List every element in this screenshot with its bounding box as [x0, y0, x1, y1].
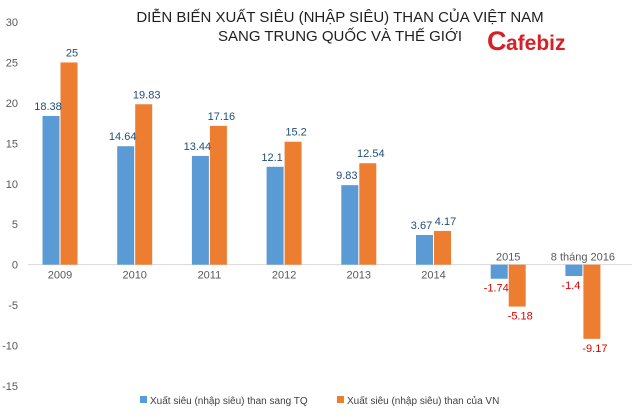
x-axis: 2009 2010 2011 2012 2013 2014 2015 8 tháng 2016	[48, 252, 615, 282]
logo-first-letter: C	[487, 26, 507, 56]
data-label: 3.67	[411, 220, 432, 232]
x-tick-label: 2009	[48, 270, 72, 282]
chart-title: DIỄN BIẾN XUẤT SIÊU (NHẬP SIÊU) THAN CỦA…	[136, 8, 543, 45]
data-label: 13.44	[184, 141, 212, 153]
x-tick-label: 2010	[122, 270, 146, 282]
legend-swatch	[337, 396, 344, 403]
data-label: -9.17	[582, 343, 607, 355]
x-tick-label: 8 tháng 2016	[551, 252, 615, 264]
legend-swatch	[140, 396, 147, 403]
y-tick-label: 25	[6, 57, 18, 69]
bar-vn	[434, 230, 451, 265]
bar-vn	[209, 125, 227, 265]
bar-vn	[60, 62, 78, 265]
data-label: 25	[66, 47, 78, 59]
chart-title-line: DIỄN BIẾN XUẤT SIÊU (NHẬP SIÊU) THAN CỦA…	[136, 8, 543, 26]
x-tick-label: 2013	[347, 270, 371, 282]
data-labels: 18.38 25 14.64 19.83 13.44 17.16 12.1 15.2 9.831…	[34, 47, 607, 354]
data-label: 18.38	[34, 101, 62, 113]
bar-tq	[416, 234, 433, 265]
y-tick-label: 0	[12, 260, 18, 272]
x-tick-label: 2011	[198, 270, 222, 282]
data-label: 4.17	[435, 216, 456, 228]
x-tick-label: 2012	[272, 270, 296, 282]
data-label: 9.83	[336, 170, 357, 182]
bar-vn	[359, 163, 377, 265]
bar-vn	[135, 104, 153, 265]
bars	[42, 62, 601, 339]
y-tick-label: 20	[6, 98, 18, 110]
y-axis: -15 -10 -5 0 5 10 15 20 25 30	[2, 17, 632, 393]
data-label: -5.18	[508, 311, 533, 323]
y-tick-label: -5	[8, 300, 18, 312]
y-tick-label: -10	[2, 341, 18, 353]
data-label: 14.64	[109, 131, 137, 143]
legend-entry: Xuất siêu (nhập siêu) than của VN	[347, 395, 499, 407]
data-label: 15.2	[285, 127, 306, 139]
y-tick-label: 10	[6, 179, 18, 191]
y-tick-label: 15	[6, 138, 18, 150]
y-tick-label: 30	[6, 17, 18, 29]
y-tick-label: -15	[2, 381, 18, 393]
bar-tq	[266, 166, 284, 265]
data-label: 17.16	[208, 111, 236, 123]
bar-tq	[565, 264, 583, 276]
bar-tq	[117, 146, 135, 265]
data-label: -1.4	[561, 280, 580, 292]
y-tick-label: 5	[12, 219, 18, 231]
data-label: -1.74	[484, 283, 509, 295]
bar-tq	[191, 155, 209, 265]
x-tick-label: 2014	[421, 270, 445, 282]
x-tick-label: 2015	[496, 252, 520, 264]
data-label: 12.54	[357, 148, 385, 160]
chart-title-line: SANG TRUNG QUỐC VÀ THẾ GIỚI	[218, 27, 462, 45]
bar-tq	[42, 115, 60, 265]
bar-vn	[583, 264, 601, 339]
bar-tq	[490, 264, 508, 279]
logo-text: afebiz	[506, 32, 566, 55]
bar-vn	[284, 141, 302, 265]
data-label: 19.83	[133, 89, 161, 101]
legend: Xuất siêu (nhập siêu) than sang TQ Xuất s…	[140, 395, 499, 407]
bar-tq	[341, 185, 359, 265]
data-label: 12.1	[261, 152, 282, 164]
bar-vn	[508, 264, 526, 307]
legend-entry: Xuất siêu (nhập siêu) than sang TQ	[150, 395, 308, 407]
